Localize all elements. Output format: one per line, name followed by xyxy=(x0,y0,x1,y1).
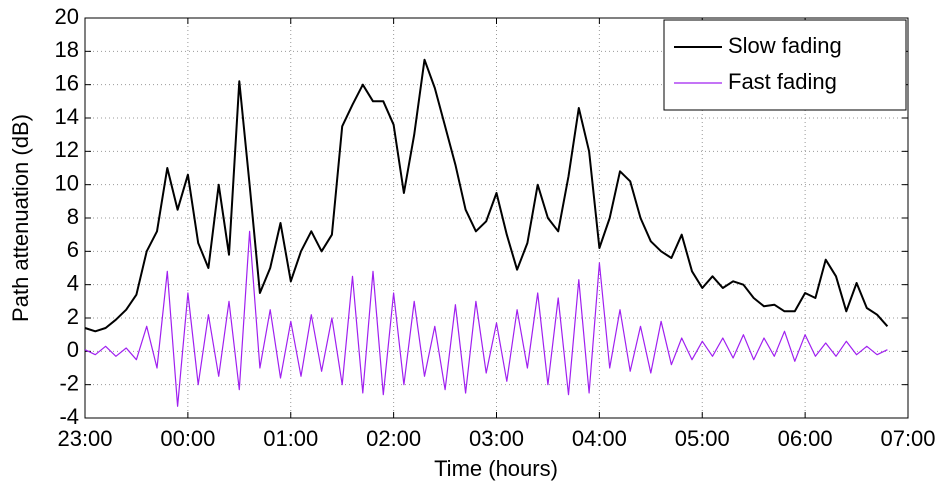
y-tick-label: 0 xyxy=(67,337,79,362)
axes-box xyxy=(84,17,909,419)
x-tick-label: 00:00 xyxy=(160,426,215,451)
x-tick-label: 02:00 xyxy=(366,426,421,451)
x-tick-label: 05:00 xyxy=(675,426,730,451)
y-tick-label: 16 xyxy=(55,70,79,95)
y-tick-label: 18 xyxy=(55,37,79,62)
y-tick-label: 14 xyxy=(55,104,79,129)
y-tick-label: 8 xyxy=(67,204,79,229)
x-tick-label: 07:00 xyxy=(880,426,935,451)
y-tick-label: -4 xyxy=(59,404,79,429)
y-tick-label: -2 xyxy=(59,370,79,395)
y-axis-label: Path attenuation (dB) xyxy=(8,114,33,322)
y-tick-label: 2 xyxy=(67,304,79,329)
series-line xyxy=(84,58,889,333)
x-tick-label: 01:00 xyxy=(263,426,318,451)
y-tick-label: 12 xyxy=(55,137,79,162)
y-tick-label: 20 xyxy=(55,4,79,29)
legend-label: Slow fading xyxy=(728,33,842,58)
legend-box xyxy=(663,19,907,111)
y-tick-label: 4 xyxy=(67,270,79,295)
x-tick-label: 04:00 xyxy=(572,426,627,451)
series-line xyxy=(84,230,888,407)
x-tick-label: 23:00 xyxy=(57,426,112,451)
x-tick-label: 03:00 xyxy=(469,426,524,451)
x-tick-label: 06:00 xyxy=(778,426,833,451)
y-tick-label: 10 xyxy=(55,170,79,195)
y-tick-label: 6 xyxy=(67,237,79,262)
legend-label: Fast fading xyxy=(728,69,837,94)
x-axis-label: Time (hours) xyxy=(434,456,558,481)
